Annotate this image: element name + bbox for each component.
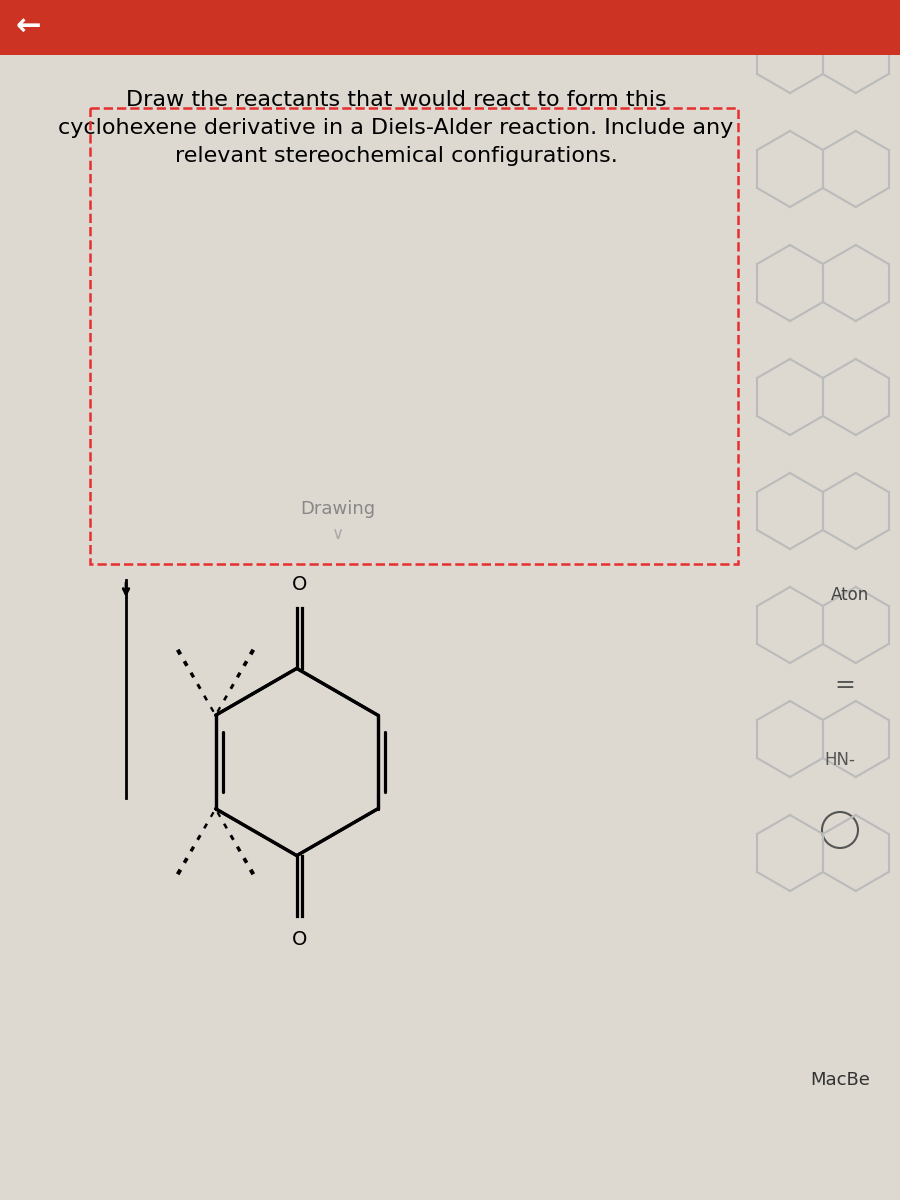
Text: =: = — [834, 673, 855, 697]
Text: Draw the reactants that would react to form this: Draw the reactants that would react to f… — [126, 90, 666, 110]
Text: O: O — [292, 930, 307, 948]
Bar — [90, 108, 738, 564]
Text: relevant stereochemical configurations.: relevant stereochemical configurations. — [175, 146, 617, 166]
Bar — [0, 0, 900, 55]
Text: O: O — [292, 575, 307, 594]
Text: Drawing: Drawing — [300, 500, 375, 518]
Text: ←: ← — [15, 13, 40, 42]
Text: ∨: ∨ — [331, 526, 344, 542]
Text: cyclohexene derivative in a Diels-Alder reaction. Include any: cyclohexene derivative in a Diels-Alder … — [58, 118, 734, 138]
Text: HN-: HN- — [824, 751, 855, 769]
Text: Aton: Aton — [831, 586, 869, 604]
Text: MacBe: MacBe — [810, 1070, 870, 1090]
